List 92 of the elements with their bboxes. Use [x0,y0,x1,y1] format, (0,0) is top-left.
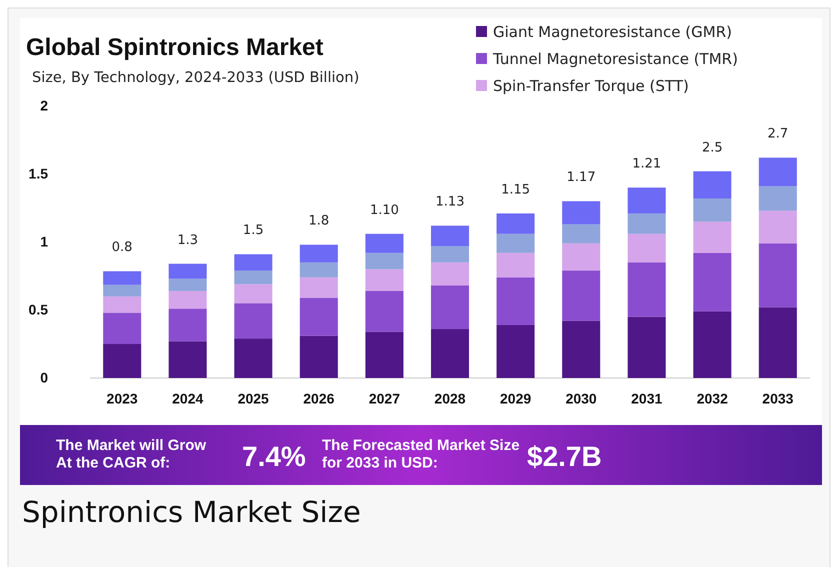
bar [103,296,142,313]
bar [103,284,142,296]
bar [168,278,207,291]
bar [430,246,470,262]
x-tick-label: 2030 [566,390,597,406]
annotation: 2.5 [702,140,723,156]
x-tick-label: 2026 [303,390,335,406]
bar [430,329,470,378]
bar [496,324,535,378]
bar [300,277,338,298]
x-tick-label: 2033 [762,390,794,406]
chart-title: Global Spintronics Market [26,34,324,61]
bar [496,252,535,278]
annotation: 0.8 [112,240,132,256]
bar [628,234,666,262]
bar [562,320,600,378]
bar [300,336,338,378]
bar [693,222,732,253]
bar [496,234,535,253]
text: 7.4% [242,441,306,472]
text: The Market will Grow At the CAGR of: [56,437,206,472]
y-tick-label: 0.5 [28,301,48,318]
y-tick-label: 0 [40,369,48,386]
bar [758,243,797,308]
bar [496,213,535,234]
bar [234,338,272,378]
x-tick-label: 2025 [238,390,270,406]
bar [758,307,797,378]
x-tick-label: 2029 [500,390,532,406]
bar [562,243,600,271]
legend-label: Tunnel Magnetoresistance (TMR) [492,50,738,68]
chart-subtitle: Size, By Technology, 2024-2033 (USD Billion) [32,70,360,86]
annotation: 1.17 [566,170,596,186]
bar [300,262,338,278]
bar [430,226,470,246]
bar [628,316,666,378]
bar [430,286,470,330]
bar [693,171,732,198]
bar [628,262,666,317]
bar [628,188,666,214]
bar [365,290,404,332]
bar [168,290,207,309]
bar [168,341,207,378]
bar [693,311,732,378]
bar [365,252,404,270]
annotation: 1.15 [501,182,530,198]
bar [300,244,338,262]
bar [758,186,797,211]
y-tick-label: 1 [40,233,48,250]
bar [562,270,600,321]
x-tick-label: 2027 [368,390,400,406]
bar [628,213,666,234]
bar [365,332,404,378]
bar [234,254,272,271]
bar [103,312,142,344]
annotation: 1.8 [308,214,330,229]
bar [234,303,272,339]
x-tick-label: 2028 [434,390,466,406]
bar [758,158,797,186]
legend-label: Spin-Transfer Torque (STT) [493,77,689,95]
bar [234,284,272,304]
bar [562,224,600,244]
bar [365,234,404,253]
text: Spintronics Market Size [22,495,361,529]
annotation: 1.10 [370,202,399,218]
annotation: 2.7 [768,126,788,142]
bar [234,270,272,284]
bar [430,262,470,286]
bar [168,264,207,279]
annotation: 1.5 [242,223,264,238]
text: $2.7B [527,441,602,472]
bar [103,344,142,378]
bar [693,252,732,312]
bar [300,298,338,336]
bar [693,198,732,222]
x-tick-label: 2023 [106,390,138,406]
bar [758,210,797,244]
annotation: 1.21 [632,156,662,172]
annotation: 1.13 [436,194,464,210]
bar [168,308,207,342]
annotation: 1.3 [177,232,198,248]
bar [103,271,142,285]
y-tick-label: 1.5 [28,165,48,182]
bar [365,269,404,291]
legend-label: Giant Magnetoresistance (GMR) [493,23,732,41]
bar [562,201,600,224]
x-tick-label: 2032 [696,390,728,406]
y-tick-label: 2 [40,97,48,114]
x-tick-label: 2031 [631,390,662,406]
bar [496,277,535,325]
text: The Forecasted Market Size for 2033 in USD: [322,437,520,472]
x-tick-label: 2024 [172,390,204,406]
